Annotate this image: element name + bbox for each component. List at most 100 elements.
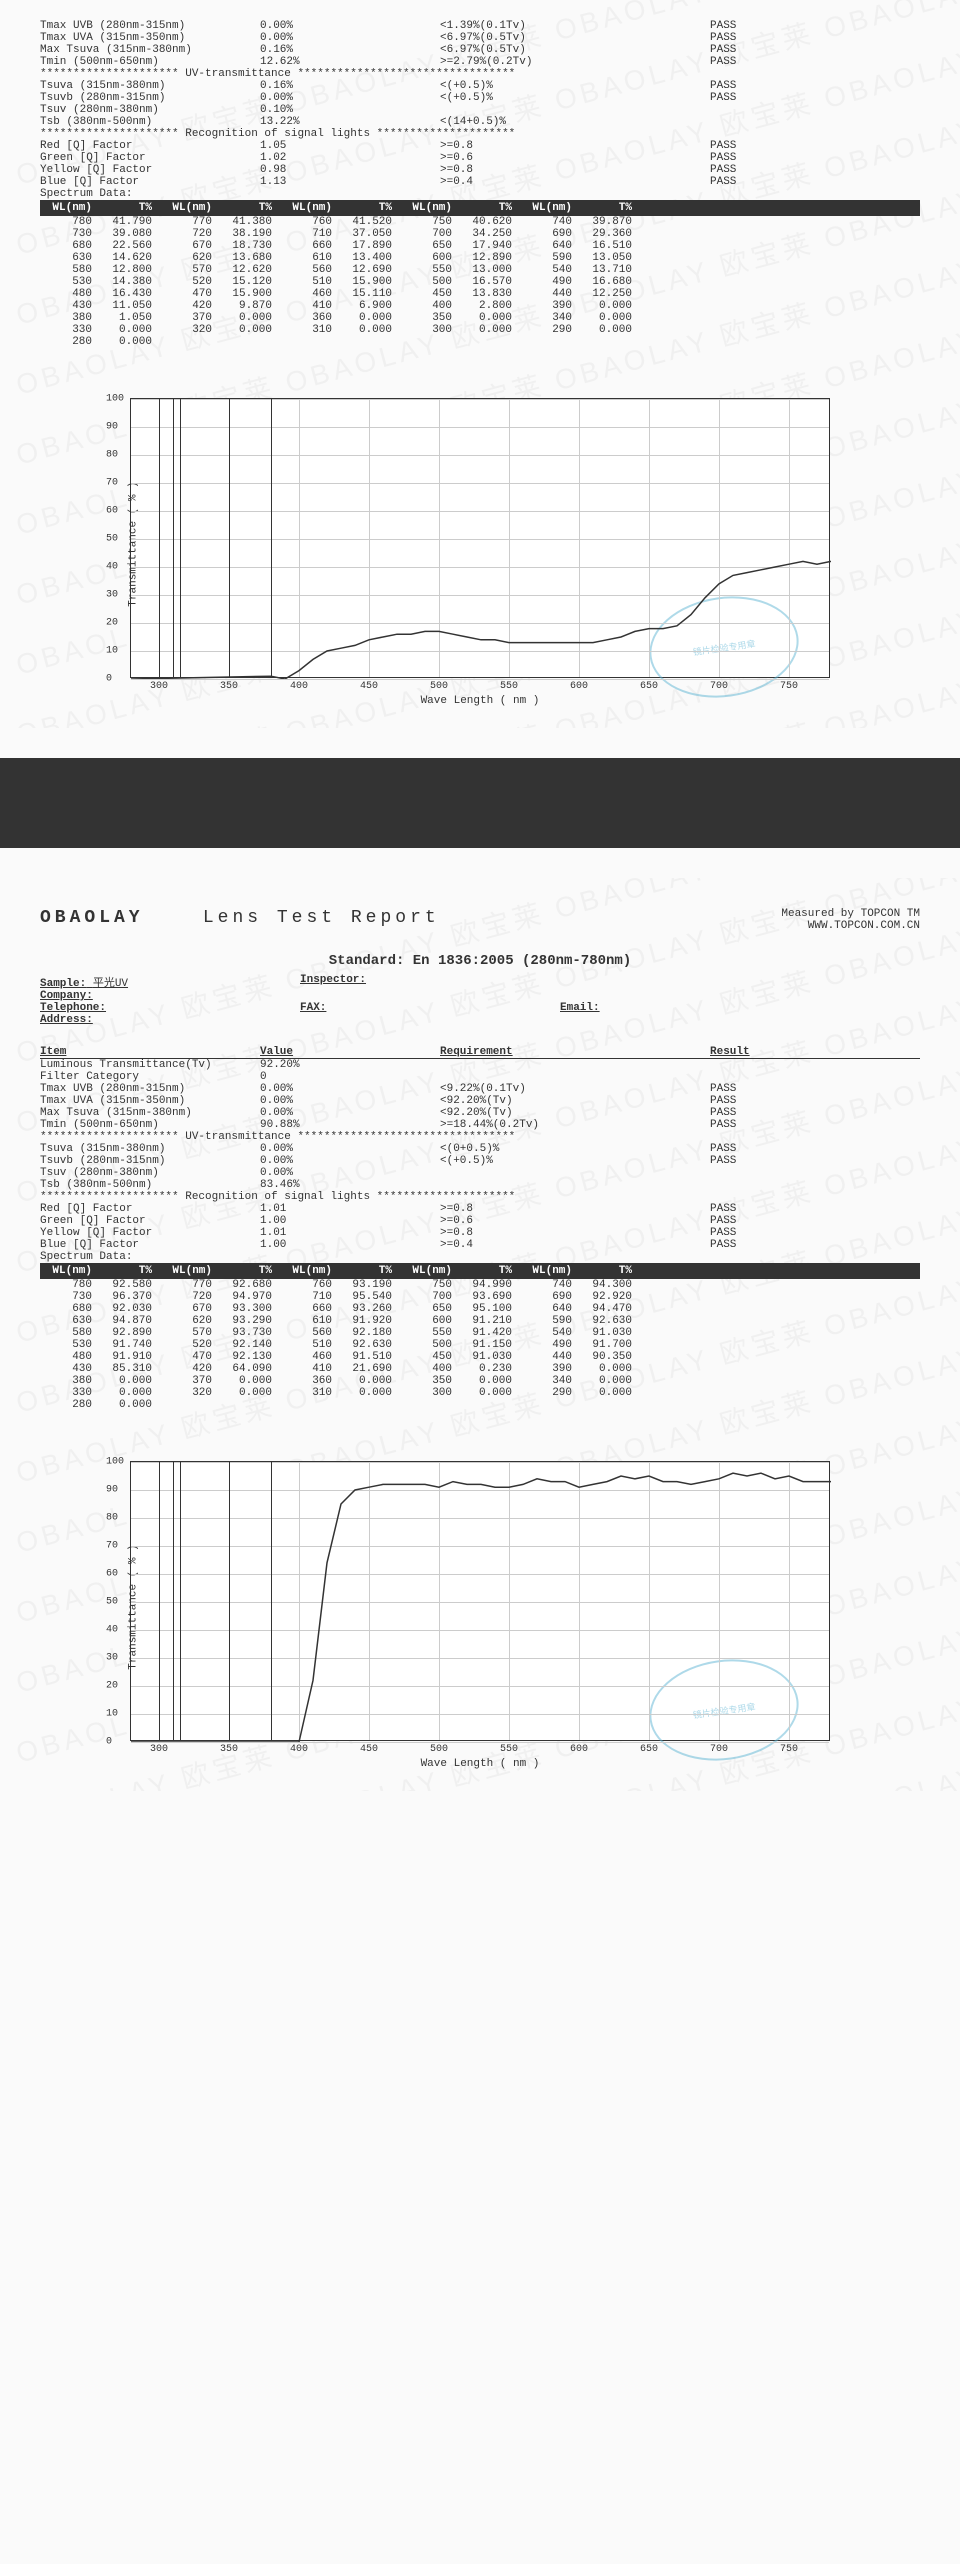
spectrum-cell: 370: [160, 1375, 220, 1387]
spectrum-cell: 13.680: [220, 252, 280, 264]
spectrum-cell: 16.510: [580, 240, 640, 252]
spectrum-cell: 16.570: [460, 276, 520, 288]
spectrum-cell: [280, 336, 340, 348]
measurement-requirement: >=0.8: [440, 140, 710, 152]
spectrum-cell: 15.110: [340, 288, 400, 300]
spectrum-cell: 93.730: [220, 1327, 280, 1339]
ytick: 50: [106, 1597, 118, 1608]
spectrum-cell: [580, 1399, 640, 1411]
measurement-result: PASS: [710, 140, 830, 152]
measurement-row: Tmax UVA (315nm-350nm) 0.00% <6.97%(0.5T…: [40, 32, 920, 44]
spectrum-cell: 780: [40, 216, 100, 228]
measurement-value: 0.00%: [260, 1095, 440, 1107]
spectrum-cell: 560: [280, 1327, 340, 1339]
spectrum-cell: 12.690: [340, 264, 400, 276]
spectrum-cell: 93.690: [460, 1291, 520, 1303]
measurement-name: Blue [Q] Factor: [40, 1239, 260, 1251]
spectrum-col-header: WL(nm): [400, 202, 460, 214]
measurement-requirement: <1.39%(0.1Tv): [440, 20, 710, 32]
spectrum-cell: 92.140: [220, 1339, 280, 1351]
spectrum-cell: 93.190: [340, 1279, 400, 1291]
spectrum-cell: 500: [400, 1339, 460, 1351]
spectrum-cell: 330: [40, 1387, 100, 1399]
spectrum-col-header: WL(nm): [280, 202, 340, 214]
measurement-result: PASS: [710, 92, 830, 104]
measurement-value: 1.00: [260, 1215, 440, 1227]
spectrum-cell: 480: [40, 1351, 100, 1363]
spectrum-cell: 85.310: [100, 1363, 160, 1375]
measurement-requirement: >=0.4: [440, 1239, 710, 1251]
spectrum-col-header: WL(nm): [280, 1265, 340, 1277]
spectrum-cell: 690: [520, 228, 580, 240]
measurement-row: Filter Category 0: [40, 1071, 920, 1083]
ytick: 40: [106, 562, 118, 573]
fax-label: FAX:: [300, 1002, 560, 1014]
spectrum-cell: 94.470: [580, 1303, 640, 1315]
measurement-result: PASS: [710, 1119, 830, 1131]
spectrum-cell: 94.870: [100, 1315, 160, 1327]
measurement-name: Max Tsuva (315nm-380nm): [40, 1107, 260, 1119]
spectrum-col-header: T%: [100, 1265, 160, 1277]
spectrum-cell: 640: [520, 1303, 580, 1315]
measurement-value: 83.46%: [260, 1179, 440, 1191]
spectrum-cell: 690: [520, 1291, 580, 1303]
measurement-value: 0.00%: [260, 1155, 440, 1167]
spectrum-cell: 580: [40, 264, 100, 276]
spectrum-cell: 450: [400, 288, 460, 300]
spectrum-cell: [400, 336, 460, 348]
spectrum-cell: 440: [520, 288, 580, 300]
xtick: 750: [780, 681, 798, 692]
ytick: 90: [106, 1485, 118, 1496]
spectrum-cell: 34.250: [460, 228, 520, 240]
spectrum-cell: 0.000: [580, 300, 640, 312]
measurement-name: Tmax UVB (280nm-315nm): [40, 20, 260, 32]
spectrum-data-table: 78041.79077041.38076041.52075040.6207403…: [40, 216, 920, 348]
measurement-requirement: >=0.8: [440, 1203, 710, 1215]
spectrum-cell: [400, 1399, 460, 1411]
spectrum-cell: 92.680: [220, 1279, 280, 1291]
spectrum-cell: 0.000: [460, 324, 520, 336]
spectrum-cell: 610: [280, 1315, 340, 1327]
measurement-result: PASS: [710, 44, 830, 56]
measurement-row: Tsuv (280nm-380nm) 0.00%: [40, 1167, 920, 1179]
ytick: 100: [106, 394, 124, 405]
ytick: 20: [106, 1681, 118, 1692]
spectrum-cell: 280: [40, 1399, 100, 1411]
measurement-result: PASS: [710, 56, 830, 68]
measurement-name: Green [Q] Factor: [40, 152, 260, 164]
spectrum-cell: 460: [280, 1351, 340, 1363]
measurement-result: PASS: [710, 1227, 830, 1239]
spectrum-row: 63014.62062013.68061013.40060012.8905901…: [40, 252, 920, 264]
measurement-result: [710, 1179, 830, 1191]
chart-curve: [131, 399, 831, 679]
measurement-name: Luminous Transmittance(Tv): [40, 1059, 260, 1071]
signal-separator: ********************* Recognition of sig…: [40, 128, 920, 140]
measurement-name: Tsuv (280nm-380nm): [40, 104, 260, 116]
measurement-value: 92.20%: [260, 1059, 440, 1071]
measurement-name: Red [Q] Factor: [40, 1203, 260, 1215]
spectrum-cell: 600: [400, 252, 460, 264]
spectrum-cell: 770: [160, 1279, 220, 1291]
spectrum-cell: 13.000: [460, 264, 520, 276]
spectrum-row: 68092.03067093.30066093.26065095.1006409…: [40, 1303, 920, 1315]
spectrum-cell: 330: [40, 324, 100, 336]
measurement-result: PASS: [710, 1155, 830, 1167]
spectrum-cell: 760: [280, 1279, 340, 1291]
xtick: 600: [570, 681, 588, 692]
measurement-value: 0.10%: [260, 104, 440, 116]
spectrum-cell: 540: [520, 264, 580, 276]
spectrum-cell: 670: [160, 240, 220, 252]
measurement-name: Green [Q] Factor: [40, 1215, 260, 1227]
spectrum-cell: 0.000: [100, 1387, 160, 1399]
spectrum-cell: 740: [520, 216, 580, 228]
spectrum-cell: 630: [40, 252, 100, 264]
spectrum-col-header: T%: [580, 202, 640, 214]
company-label: Company:: [40, 990, 300, 1002]
measurement-row: Tsb (380nm-500nm) 13.22% <(14+0.5)%: [40, 116, 920, 128]
spectrum-cell: 18.730: [220, 240, 280, 252]
spectrum-cell: 13.400: [340, 252, 400, 264]
spectrum-cell: [520, 336, 580, 348]
measurement-row: Max Tsuva (315nm-380nm) 0.00% <92.20%(Tv…: [40, 1107, 920, 1119]
spectrum-cell: 600: [400, 1315, 460, 1327]
measurement-requirement: [440, 1179, 710, 1191]
